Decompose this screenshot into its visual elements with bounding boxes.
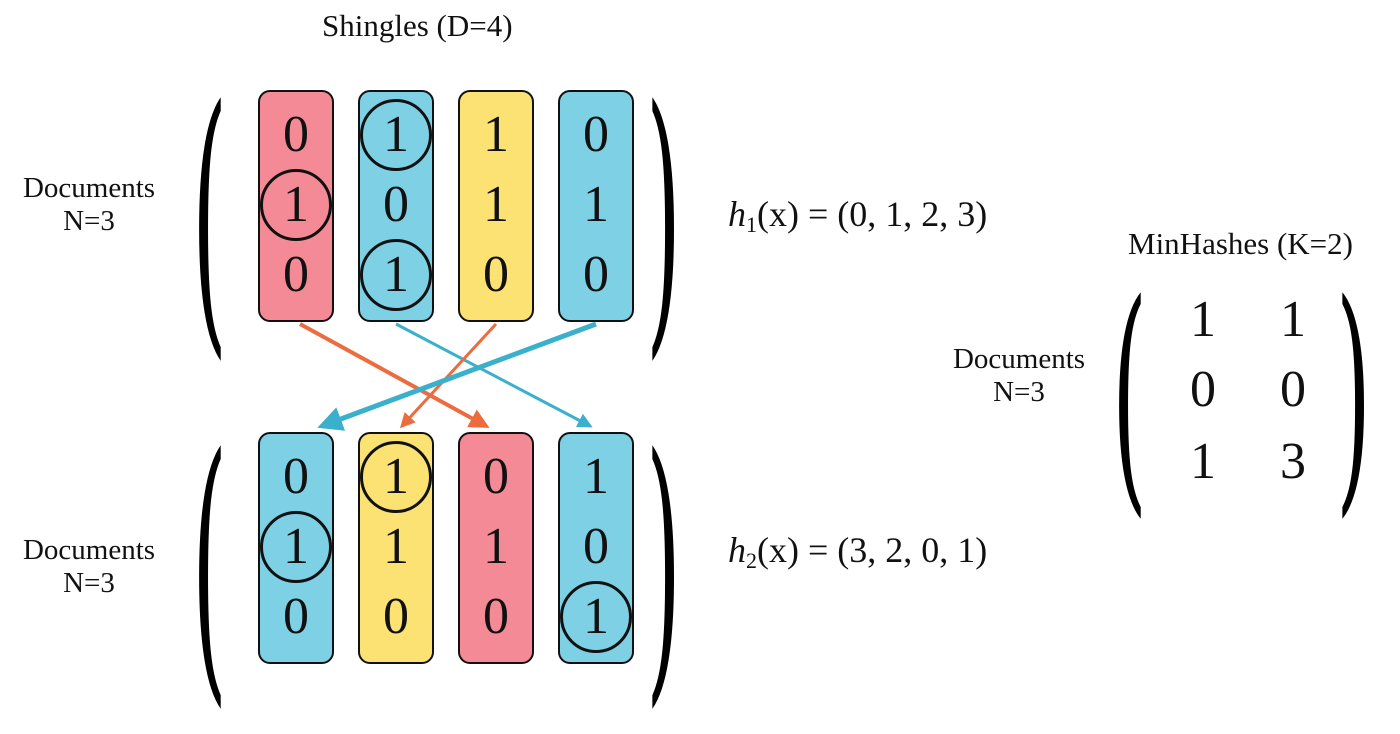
top-matrix-min-circle (360, 239, 432, 311)
minhash-left-paren: ( (1112, 252, 1148, 541)
top-matrix-cell: 1 (583, 176, 609, 233)
documents-label-bottom: Documents N=3 (0, 534, 184, 601)
h1-argument: (x) (757, 194, 799, 234)
bottom-matrix-min-circle (360, 441, 432, 513)
documents-label-top-text: Documents (22, 172, 156, 204)
top-matrix-min-circle (260, 169, 332, 241)
documents-label-top: Documents N=3 (0, 172, 184, 239)
documents-label-minhash: Documents N=3 (924, 343, 1114, 410)
bottom-matrix-cell: 0 (283, 448, 309, 505)
minhash-cell: 3 (1280, 432, 1306, 490)
arrow-col1-to-col3 (299, 322, 490, 428)
minhash-cell: 0 (1190, 360, 1216, 418)
h2-name: h (728, 530, 746, 570)
documents-label-bottom-text: Documents (22, 534, 156, 566)
top-matrix-cell: 0 (583, 106, 609, 163)
minhash-cell: 0 (1280, 360, 1306, 418)
h2-subscript: 2 (746, 548, 757, 573)
bottom-matrix-cell: 1 (483, 518, 509, 575)
bottom-matrix-cell: 1 (383, 518, 409, 575)
arrow-col4-to-col1 (317, 321, 597, 431)
minhash-right-paren: ) (1336, 252, 1372, 541)
shingles-title: Shingles (D=4) (322, 8, 513, 43)
top-matrix-right-paren: ) (646, 50, 682, 387)
bottom-matrix-cell: 0 (283, 588, 309, 645)
top-matrix-left-paren: ( (192, 50, 228, 387)
top-matrix-cell: 0 (483, 246, 509, 303)
documents-count-top: N=3 (63, 205, 115, 238)
bottom-matrix-min-circle (560, 581, 632, 653)
minhash-cell: 1 (1190, 432, 1216, 490)
documents-count-bottom: N=3 (63, 567, 115, 600)
h1-subscript: 1 (746, 212, 757, 237)
top-matrix-cell: 1 (483, 176, 509, 233)
top-matrix-cell: 0 (583, 246, 609, 303)
hash-function-h2: h2(x) = (3, 2, 0, 1) (728, 529, 987, 574)
minhash-cell: 1 (1190, 290, 1216, 348)
bottom-matrix-left-paren: ( (192, 398, 228, 734)
h2-equals: = (807, 530, 829, 570)
bottom-matrix-right-paren: ) (646, 398, 682, 734)
bottom-matrix-cell: 0 (383, 588, 409, 645)
h1-name: h (728, 194, 746, 234)
top-matrix-min-circle (360, 99, 432, 171)
bottom-matrix-cell: 0 (583, 518, 609, 575)
top-matrix-column-3 (458, 90, 534, 322)
h2-argument: (x) (757, 530, 799, 570)
h1-equals: = (807, 194, 829, 234)
hash-function-h1: h1(x) = (0, 1, 2, 3) (728, 193, 987, 238)
arrow-col2-to-col4 (395, 322, 593, 428)
top-matrix-cell: 0 (283, 106, 309, 163)
h2-value: (3, 2, 0, 1) (837, 530, 988, 570)
minhash-cell: 1 (1280, 290, 1306, 348)
top-matrix-column-4 (558, 90, 634, 322)
top-matrix-cell: 0 (383, 176, 409, 233)
h1-value: (0, 1, 2, 3) (837, 194, 988, 234)
documents-label-minhash-text: Documents (952, 343, 1086, 375)
bottom-matrix-min-circle (260, 511, 332, 583)
arrow-col3-to-col2 (399, 322, 498, 429)
bottom-matrix-cell: 0 (483, 588, 509, 645)
top-matrix-cell: 1 (483, 106, 509, 163)
bottom-matrix-cell: 0 (483, 448, 509, 505)
top-matrix-cell: 0 (283, 246, 309, 303)
bottom-matrix-cell: 1 (583, 448, 609, 505)
bottom-matrix-column-3 (458, 432, 534, 664)
minhash-title: MinHashes (K=2) (1128, 226, 1353, 261)
documents-count-minhash: N=3 (993, 376, 1045, 409)
permutation-arrows (299, 321, 597, 431)
